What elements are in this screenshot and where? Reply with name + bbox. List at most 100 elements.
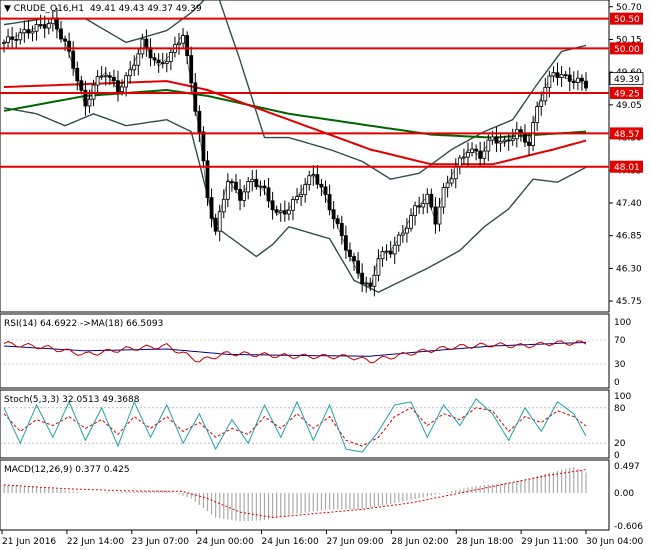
time-tick-label: 24 Jun 00:00 — [197, 537, 254, 547]
candle-body — [221, 198, 226, 213]
candle-body — [262, 185, 267, 189]
macd-plot — [3, 466, 587, 522]
rsi-tick-label: 30 — [614, 360, 626, 370]
candle-body — [144, 38, 149, 49]
candle-body — [409, 215, 413, 229]
candle-body — [482, 150, 487, 159]
price-tick-label: 49.05 — [616, 101, 642, 111]
rsi-pane — [0, 313, 610, 389]
candle-body — [278, 210, 283, 213]
candle-body — [380, 251, 385, 260]
time-tick-label: 23 Jun 07:00 — [132, 537, 189, 547]
candle-body — [14, 38, 19, 41]
candle-body — [152, 57, 157, 61]
price-tick-label: 46.85 — [616, 232, 642, 242]
candle-body — [555, 72, 560, 78]
candle-body — [254, 178, 259, 188]
level-tag-label: 48.01 — [614, 163, 640, 173]
candle-body — [295, 196, 299, 200]
level-tag-bg — [610, 42, 643, 55]
level-tag-label: 50.50 — [614, 15, 640, 25]
candle-body — [87, 98, 92, 107]
level-tag-bg — [610, 160, 643, 173]
candle-body — [99, 75, 104, 78]
symbol-header: ▼ CRUDE_Q16,H1 49.41 49.43 49.37 49.39 — [4, 4, 202, 14]
candle-body — [225, 181, 230, 200]
candle-body — [26, 29, 31, 34]
symbol-label: CRUDE_Q16,H1 — [14, 4, 84, 14]
time-tick-label: 22 Jun 14:00 — [67, 537, 124, 547]
candle-body — [270, 200, 275, 211]
macd-pane — [0, 459, 610, 531]
candle-body — [55, 17, 59, 30]
candle-body — [466, 152, 470, 158]
macd-tick-label: -0.606 — [614, 522, 643, 532]
ma-red-line — [3, 80, 587, 166]
candle-body — [311, 174, 316, 177]
candle-body — [124, 75, 128, 88]
candle-body — [417, 205, 422, 208]
time-tick-label: 28 Jun 02:00 — [391, 537, 448, 547]
candle-body — [217, 211, 222, 232]
candle-body — [266, 187, 271, 202]
candle-body — [384, 250, 389, 253]
candle-body — [498, 140, 503, 144]
candle-body — [372, 274, 377, 287]
current-price-tag-label: 49.39 — [614, 75, 640, 85]
candle-body — [156, 59, 161, 64]
candle-body — [168, 51, 173, 62]
candle-body — [462, 156, 466, 159]
candle-body — [445, 182, 450, 188]
candle-body — [18, 32, 23, 41]
candle-body — [400, 232, 405, 236]
rsi-tick-label: 0 — [614, 378, 620, 388]
candle-body — [510, 138, 515, 142]
candle-body — [34, 24, 39, 32]
candle-body — [63, 38, 67, 42]
candle-body — [571, 80, 576, 83]
candle-body — [246, 181, 251, 193]
candle-body — [30, 30, 35, 34]
candle-body — [286, 209, 291, 215]
macd-tick-label: 0.00 — [614, 489, 634, 499]
candle-body — [205, 160, 210, 199]
axes: 50.7050.1549.6049.0548.5047.9547.4046.85… — [1, 3, 643, 547]
stoch-tick-label: 0 — [614, 451, 620, 461]
candle-body — [136, 53, 141, 66]
candle-body — [213, 217, 218, 232]
candle-body — [42, 24, 47, 29]
candle-body — [437, 206, 442, 225]
candle-body — [116, 80, 120, 93]
dropdown-icon[interactable]: ▼ — [4, 4, 14, 14]
candle-body — [543, 86, 548, 102]
candle-body — [103, 75, 108, 78]
candle-body — [580, 77, 584, 82]
candle-body — [486, 139, 491, 152]
candle-body — [67, 40, 72, 52]
candle-body — [433, 206, 438, 225]
price-tick-label: 45.75 — [616, 297, 642, 307]
time-tick-label: 24 Jun 16:00 — [262, 537, 319, 547]
price-tick-label: 47.40 — [616, 199, 642, 209]
candle-body — [506, 139, 511, 142]
macd-tick-label: 0.497 — [614, 462, 640, 472]
rsi-tick-label: 100 — [614, 318, 631, 328]
candle-body — [527, 141, 531, 146]
bollinger-lower-line — [3, 107, 587, 293]
stoch-pane — [0, 389, 610, 459]
candle-body — [95, 76, 100, 86]
candle-body — [132, 64, 137, 71]
candle-body — [160, 62, 165, 65]
candle-body — [59, 28, 63, 40]
bollinger-upper-line — [3, 0, 587, 180]
candle-body — [421, 203, 426, 208]
candle-body — [303, 184, 308, 196]
stoch-tick-label: 100 — [614, 392, 631, 402]
level-tag-bg — [610, 127, 643, 140]
price-tick-label: 50.15 — [616, 35, 642, 45]
candle-body — [535, 106, 540, 123]
candle-body — [323, 186, 328, 195]
candle-body — [10, 36, 15, 40]
candle-body — [584, 80, 588, 89]
